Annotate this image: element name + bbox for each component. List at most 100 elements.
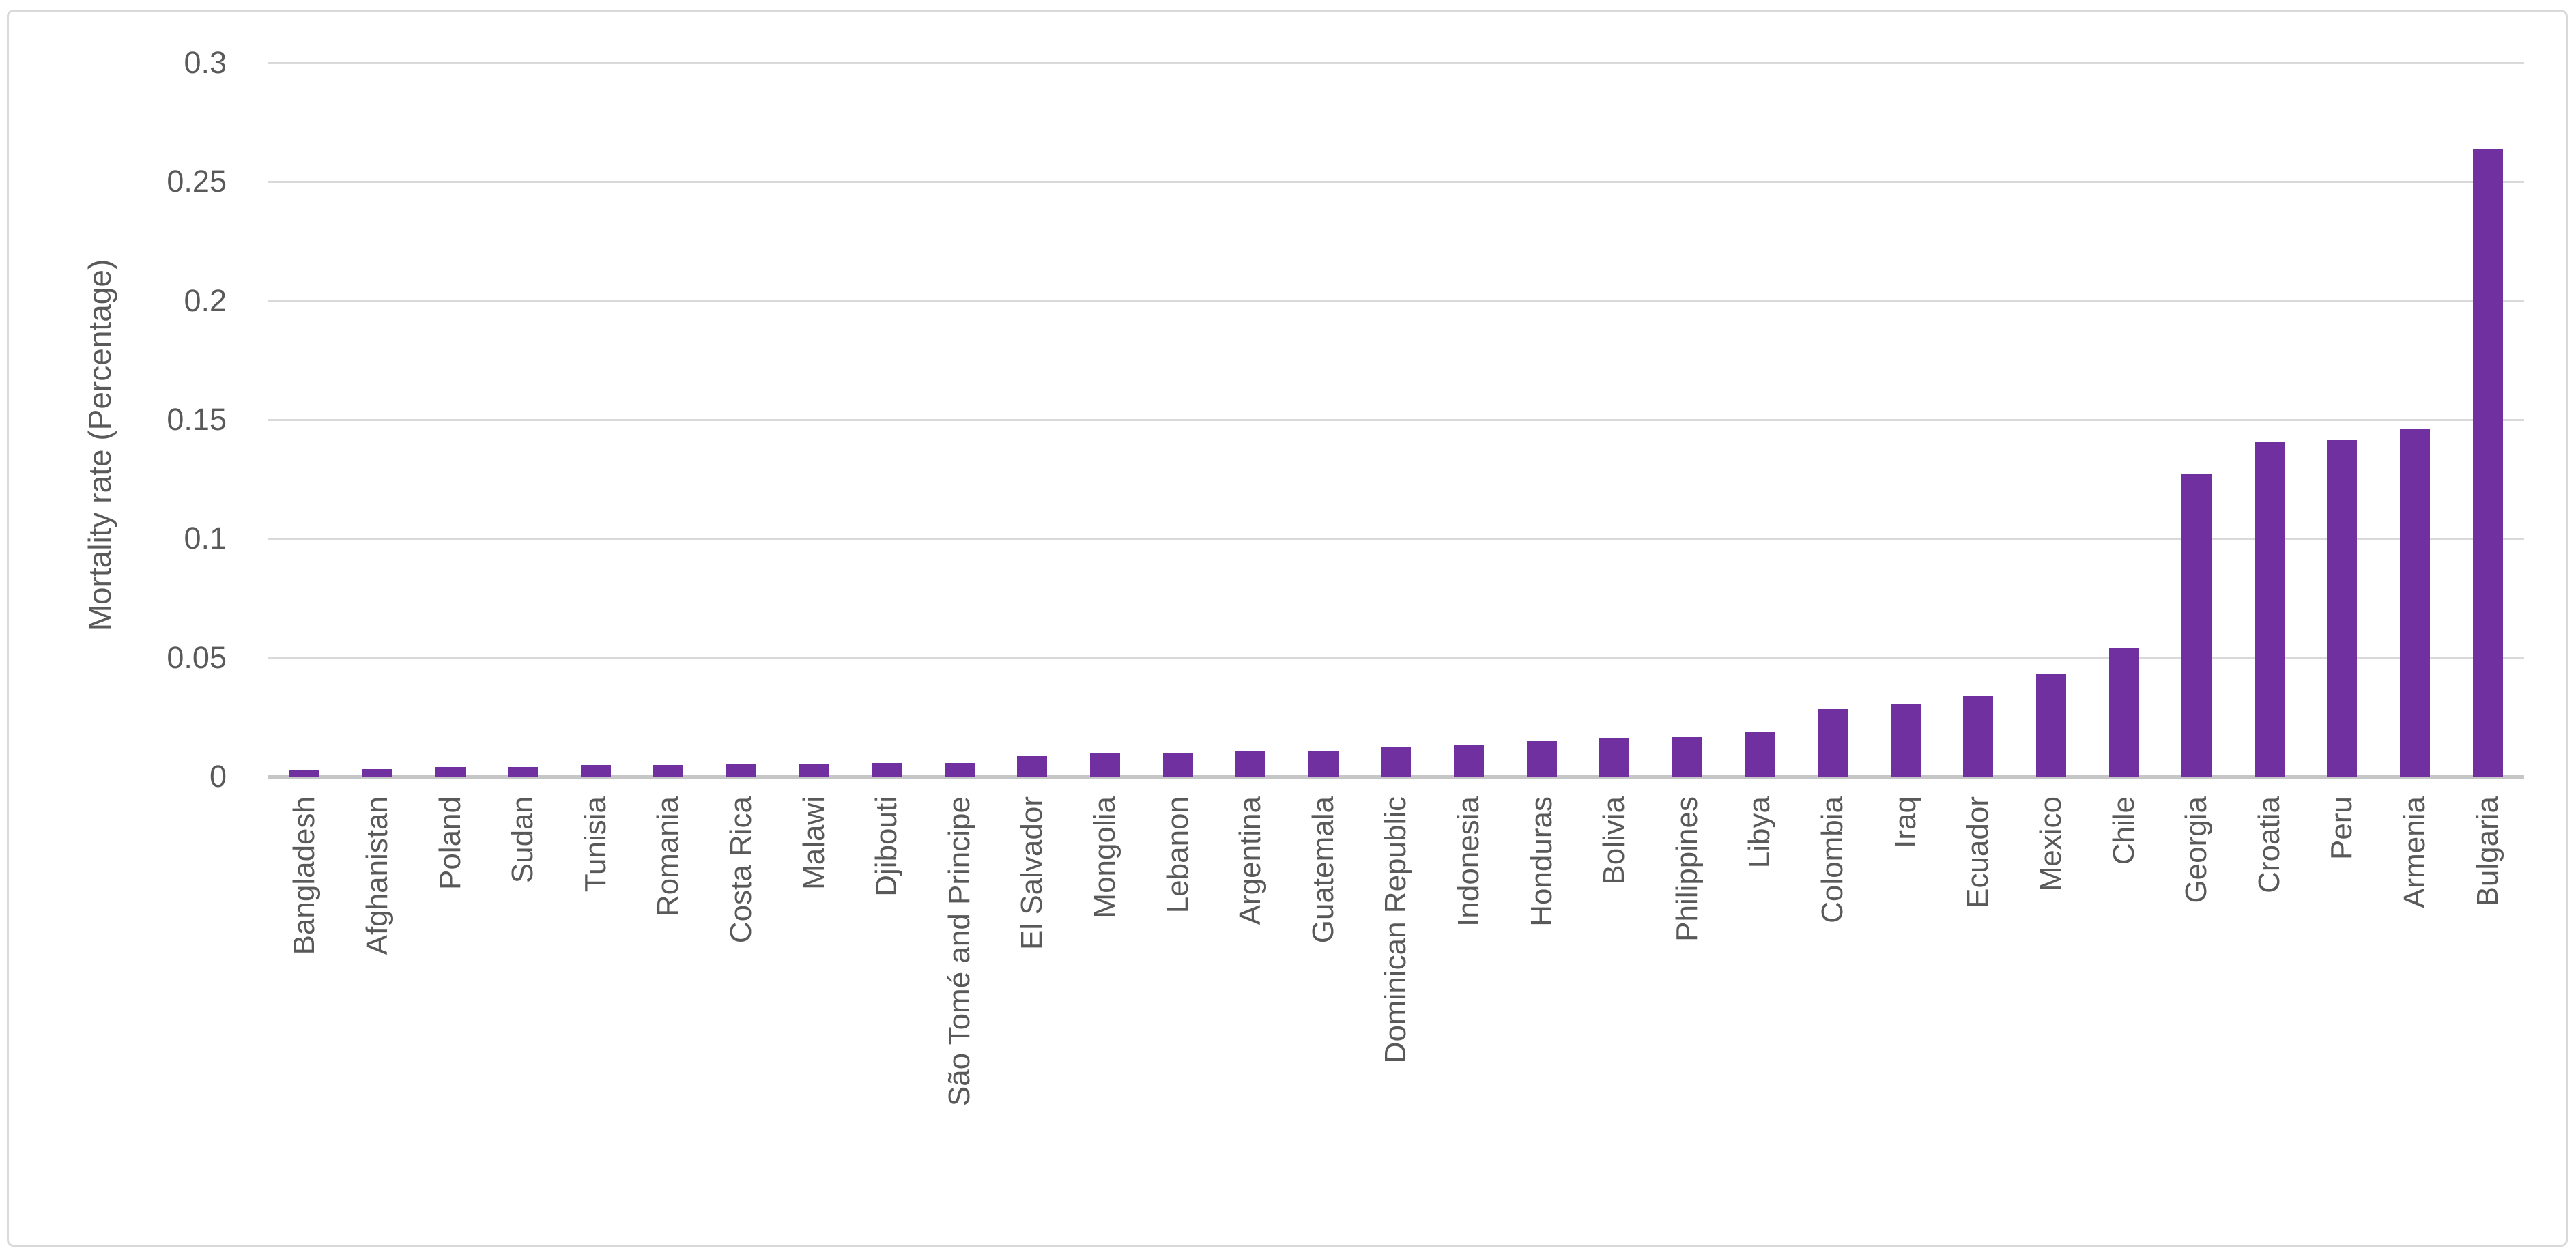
x-axis-label-cell: Malawi <box>777 796 850 1206</box>
bar-cell <box>1287 63 1360 777</box>
x-axis-label-cell: El Salvador <box>996 796 1069 1206</box>
bar-cell <box>341 63 414 777</box>
bar-Bangladesh <box>289 770 320 777</box>
gridline <box>268 537 2524 540</box>
x-axis-label: Costa Rica <box>724 796 758 944</box>
bar-Chile <box>2108 648 2139 777</box>
y-axis-tick-label: 0 <box>209 759 227 794</box>
x-axis-label-cell: Guatemala <box>1287 796 1360 1206</box>
chart-frame <box>7 10 2568 1247</box>
x-axis-label: Philippines <box>1670 796 1704 942</box>
x-axis-label: Malawi <box>797 796 831 890</box>
bar-cell <box>850 63 924 777</box>
x-axis-label-cell: Indonesia <box>1433 796 1506 1206</box>
x-axis-label-cell: Poland <box>414 796 487 1206</box>
y-axis-tick-label: 0.25 <box>167 164 227 199</box>
bar-Armenia <box>2399 429 2430 777</box>
bar-Costa Rica <box>726 763 756 777</box>
x-axis-label: São Tomé and Principe <box>942 796 976 1107</box>
bar-Tunisia <box>580 764 611 777</box>
x-axis-label-cell: Georgia <box>2160 796 2233 1206</box>
bar-Afghanistan <box>362 768 392 777</box>
x-axis-label-cell: Dominican Republic <box>1360 796 1433 1206</box>
bar-cell <box>1797 63 1870 777</box>
x-axis-label: Guatemala <box>1306 796 1340 944</box>
x-axis-label: Afghanistan <box>360 796 394 955</box>
bar-São Tomé and Principe <box>944 763 975 777</box>
y-axis-tick-label: 0.2 <box>184 283 227 318</box>
x-axis-label: Tunisia <box>578 796 612 893</box>
y-axis-tick-label: 0.15 <box>167 402 227 437</box>
bar-cell <box>1433 63 1506 777</box>
x-axis-label-cell: Costa Rica <box>705 796 778 1206</box>
y-axis-tick-label: 0.1 <box>184 521 227 556</box>
bar-Djibouti <box>872 763 902 777</box>
x-axis-label: Armenia <box>2397 796 2431 908</box>
x-axis-labels: Bangladesh Afghanistan Poland Sudan Tunisia R… <box>268 796 2524 1206</box>
x-axis-label: Peru <box>2325 796 2359 860</box>
bar-Croatia <box>2254 442 2285 777</box>
x-axis-label: Romania <box>651 796 685 917</box>
bar-cell <box>1942 63 2015 777</box>
x-axis-label-cell: Mongolia <box>1069 796 1142 1206</box>
bar-cell <box>2379 63 2452 777</box>
x-axis-label: Croatia <box>2252 796 2286 893</box>
x-axis-label-cell: Honduras <box>1505 796 1578 1206</box>
x-axis-label: Honduras <box>1524 796 1558 927</box>
bar-Lebanon <box>1162 752 1193 777</box>
x-axis-label: Chile <box>2106 796 2141 865</box>
bar-cell <box>2233 63 2306 777</box>
bar-Mexico <box>2035 674 2066 777</box>
gridline <box>268 180 2524 183</box>
x-axis-label: Colombia <box>1816 796 1850 923</box>
y-axis-tick-label: 0.05 <box>167 639 227 675</box>
x-axis-label: Indonesia <box>1452 796 1486 927</box>
x-axis-label: Poland <box>433 796 467 891</box>
bar-Sudan <box>508 766 539 777</box>
x-axis-label-cell: Colombia <box>1797 796 1870 1206</box>
x-axis-label-cell: Bangladesh <box>268 796 341 1206</box>
bar-cell <box>2087 63 2160 777</box>
x-axis-label: Bolivia <box>1597 796 1631 885</box>
x-axis-label-cell: Djibouti <box>850 796 924 1206</box>
bar-cell <box>2451 63 2524 777</box>
bar-Indonesia <box>1454 745 1485 777</box>
bar-cell <box>414 63 487 777</box>
bar-Poland <box>435 766 466 777</box>
x-axis-label: Libya <box>1743 796 1777 869</box>
bar-cell <box>777 63 850 777</box>
bar-Philippines <box>1672 737 1702 777</box>
bar-cell <box>1505 63 1578 777</box>
bar-cell <box>1651 63 1724 777</box>
x-axis-label-cell: Bulgaria <box>2451 796 2524 1206</box>
x-axis-label: Mexico <box>2033 796 2067 892</box>
bar-cell <box>268 63 341 777</box>
bar-cell <box>2306 63 2379 777</box>
x-axis-label-cell: Romania <box>632 796 705 1206</box>
x-axis-label-cell: São Tomé and Principe <box>923 796 996 1206</box>
bar-Malawi <box>799 763 829 777</box>
x-axis-label-cell: Croatia <box>2233 796 2306 1206</box>
x-axis-label-cell: Chile <box>2087 796 2160 1206</box>
x-axis-label: Iraq <box>1888 796 1922 848</box>
x-axis-label-cell: Sudan <box>487 796 560 1206</box>
bar-Guatemala <box>1308 750 1339 777</box>
x-axis-label: Bulgaria <box>2470 796 2504 907</box>
bars <box>268 63 2524 777</box>
bar-Libya <box>1745 732 1775 777</box>
bar-Argentina <box>1235 751 1266 777</box>
x-axis-label-cell: Libya <box>1723 796 1797 1206</box>
x-axis-label-cell: Mexico <box>2015 796 2088 1206</box>
bar-cell <box>1214 63 1287 777</box>
x-axis-label-cell: Lebanon <box>1141 796 1214 1206</box>
bar-cell <box>996 63 1069 777</box>
gridline <box>268 61 2524 64</box>
bar-Honduras <box>1526 741 1557 777</box>
bar-Mongolia <box>1090 752 1120 777</box>
x-axis-label: Mongolia <box>1088 796 1121 919</box>
gridline <box>268 657 2524 659</box>
x-axis-label-cell: Philippines <box>1651 796 1724 1206</box>
x-axis-label-cell: Iraq <box>1869 796 1942 1206</box>
x-axis-label-cell: Bolivia <box>1578 796 1651 1206</box>
x-axis-label-cell: Argentina <box>1214 796 1287 1206</box>
